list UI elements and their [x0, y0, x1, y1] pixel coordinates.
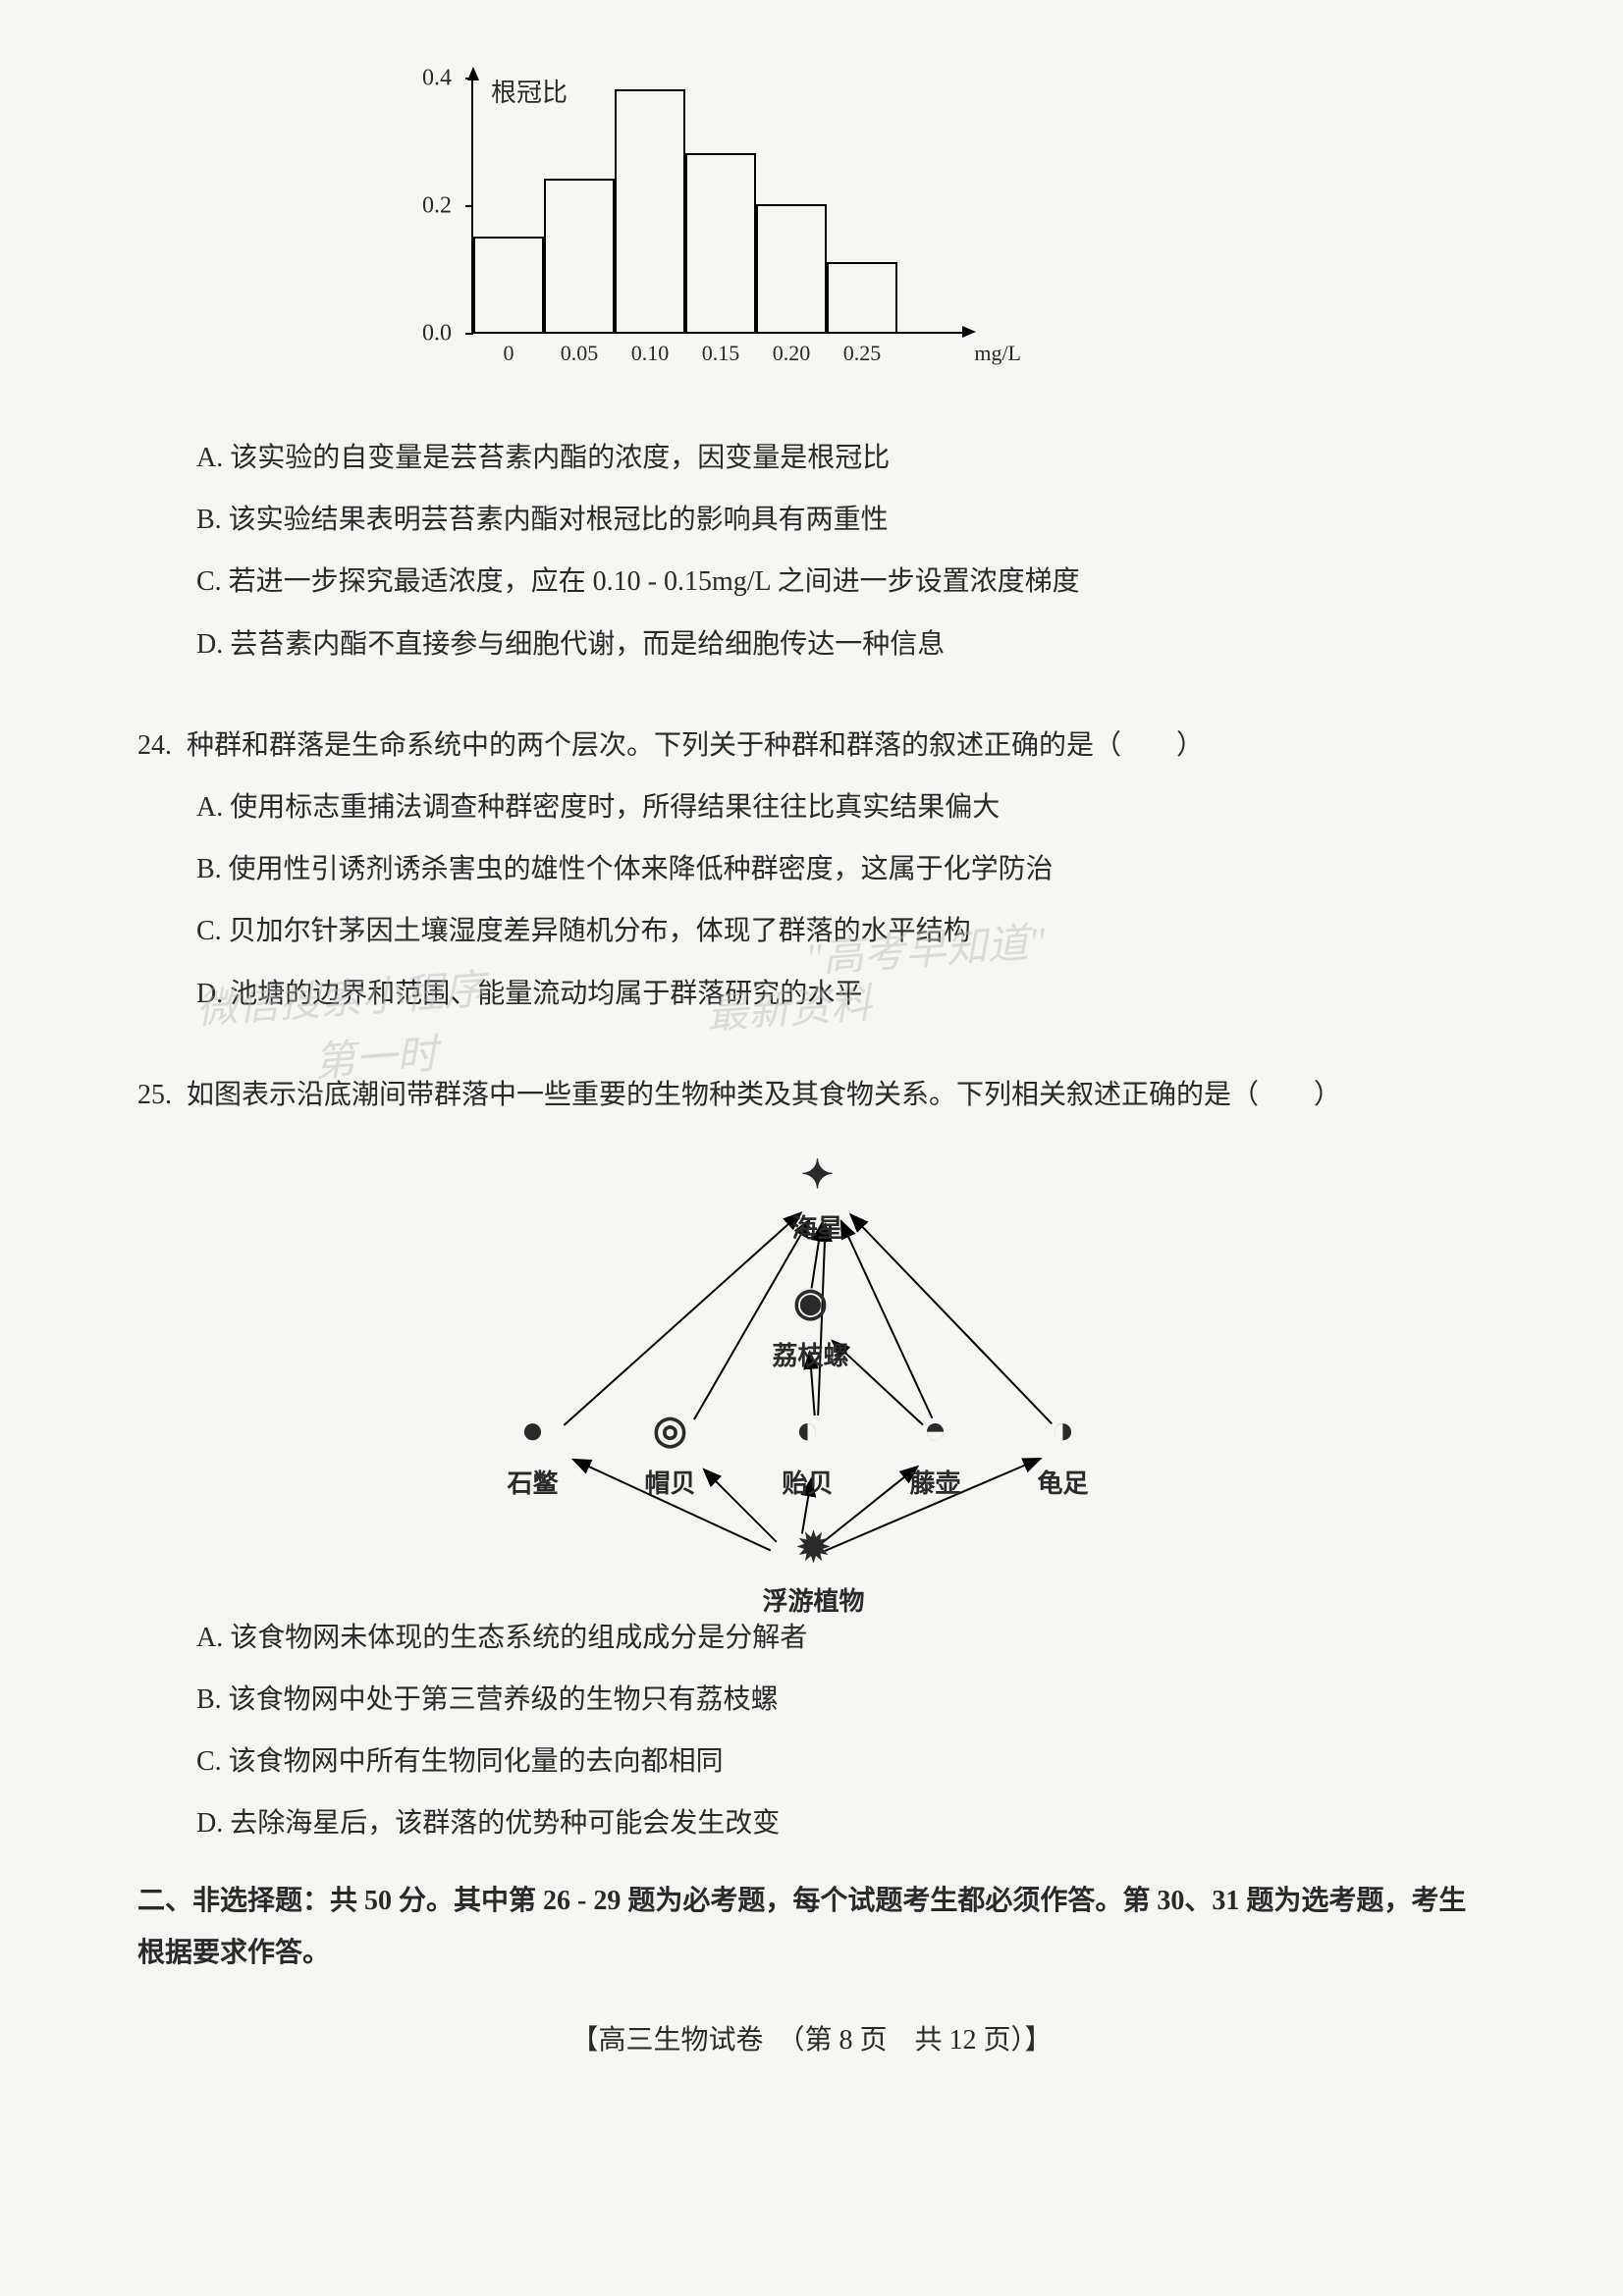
organism-label-fuyou: 浮游植物	[763, 1577, 865, 1626]
q24-num: 24.	[137, 720, 187, 772]
q25-option-d: D. 去除海星后，该群落的优势种可能会发生改变	[137, 1797, 1486, 1849]
chart-x-label-0: 0	[504, 341, 514, 366]
chart-bar-1	[544, 179, 615, 332]
page-footer: 【高三生物试卷 （第 8 页 共 12 页）】	[137, 2018, 1486, 2057]
q25-option-c: C. 该食物网中所有生物同化量的去向都相同	[137, 1735, 1486, 1788]
chart-x-unit: mg/L	[974, 341, 1021, 366]
organism-icon-fuyou: ✹	[789, 1523, 839, 1573]
organism-fuyou: ✹浮游植物	[763, 1523, 865, 1626]
organism-icon-lizhiluo: ◉	[786, 1278, 836, 1327]
section2-header: 二、非选择题：共 50 分。其中第 26 - 29 题为必考题，每个试题考生都必…	[137, 1875, 1486, 1979]
q24-option-d: D. 池塘的边界和范围、能量流动均属于群落研究的水平	[137, 968, 1486, 1020]
food-web-diagram: ✦海星◉荔枝螺●石鳖◎帽贝◐贻贝◓藤壶◑龟足✹浮游植物	[468, 1150, 1156, 1582]
organism-lizhiluo: ◉ 荔枝螺	[773, 1278, 849, 1380]
chart-y-tick-2	[465, 78, 473, 80]
chart-x-label-5: 0.25	[843, 341, 882, 366]
chart-y-tick-0	[465, 333, 473, 335]
edge-guizu-haixing	[850, 1214, 1052, 1423]
x-axis-arrow	[962, 326, 976, 338]
organism-guizu: ◑ 龟足	[1038, 1406, 1089, 1508]
q23-option-c: C. 若进一步探究最适浓度，应在 0.10 - 0.15mg/L 之间进一步设置…	[137, 556, 1486, 608]
chart-x-label-2: 0.10	[631, 341, 670, 366]
chart-y-label-0: 0.0	[422, 321, 452, 347]
chart-bar-5	[827, 262, 897, 333]
q24-option-a: A. 使用标志重捕法调查种群密度时，所得结果往往比真实结果偏大	[137, 781, 1486, 833]
organism-haixing: ✦海星	[792, 1150, 843, 1253]
organism-label-maobei: 帽贝	[645, 1460, 696, 1508]
q23-option-d: D. 芸苔素内酯不直接参与细胞代谢，而是给细胞传达一种信息	[137, 618, 1486, 670]
organism-icon-guizu: ◑	[1039, 1406, 1088, 1455]
chart-x-label-3: 0.15	[702, 341, 740, 366]
organism-maobei: ◎ 帽贝	[645, 1406, 696, 1508]
organism-shibie: ● 石鳖	[508, 1406, 559, 1508]
organism-label-haixing: 海星	[792, 1204, 843, 1253]
q24-option-c: C. 贝加尔针茅因土壤湿度差异随机分布，体现了群落的水平结构	[137, 905, 1486, 957]
q24-text: 种群和群落是生命系统中的两个层次。下列关于种群和群落的叙述正确的是（ ）	[187, 720, 1486, 772]
chart-x-label-4: 0.20	[773, 341, 811, 366]
q23-option-a: A. 该实验的自变量是芸苔素内酯的浓度，因变量是根冠比	[137, 432, 1486, 484]
organism-label-guizu: 龟足	[1038, 1460, 1089, 1508]
chart-y-label-1: 0.2	[422, 193, 452, 220]
organism-icon-yibei: ◐	[784, 1406, 833, 1455]
organism-label-yibei: 贻贝	[783, 1460, 834, 1508]
chart-bar-0	[473, 237, 544, 333]
organism-label-shibie: 石鳖	[508, 1460, 559, 1508]
organism-tenghu: ◓ 藤壶	[910, 1406, 961, 1508]
edge-tenghu-haixing	[840, 1221, 932, 1418]
chart-bar-4	[756, 204, 827, 332]
bar-chart: 根冠比 00.050.100.150.200.25 mg/L 0.00.20.4	[412, 79, 1001, 383]
q24: 24. 种群和群落是生命系统中的两个层次。下列关于种群和群落的叙述正确的是（ ）…	[137, 720, 1486, 1020]
q25: 25. 如图表示沿底潮间带群落中一些重要的生物种类及其食物关系。下列相关叙述正确…	[137, 1069, 1486, 1850]
chart-y-tick-1	[465, 205, 473, 207]
chart-x-label-1: 0.05	[561, 341, 599, 366]
chart-bar-3	[685, 153, 756, 332]
q25-option-b: B. 该食物网中处于第三营养级的生物只有荔枝螺	[137, 1674, 1486, 1726]
q25-num: 25.	[137, 1069, 187, 1121]
organism-yibei: ◐ 贻贝	[783, 1406, 834, 1508]
q24-option-b: B. 使用性引诱剂诱杀害虫的雄性个体来降低种群密度，这属于化学防治	[137, 843, 1486, 895]
organism-icon-tenghu: ◓	[911, 1406, 960, 1455]
q23-option-b: B. 该实验结果表明芸苔素内酯对根冠比的影响具有两重性	[137, 494, 1486, 546]
q23-options: A. 该实验的自变量是芸苔素内酯的浓度，因变量是根冠比 B. 该实验结果表明芸苔…	[137, 432, 1486, 670]
chart-bar-2	[615, 89, 685, 332]
chart-y-label-2: 0.4	[422, 66, 452, 92]
chart-area: 00.050.100.150.200.25 mg/L	[471, 79, 962, 334]
organism-label-tenghu: 藤壶	[910, 1460, 961, 1508]
organism-icon-maobei: ◎	[646, 1406, 695, 1455]
organism-icon-haixing: ✦	[793, 1150, 842, 1200]
q25-text: 如图表示沿底潮间带群落中一些重要的生物种类及其食物关系。下列相关叙述正确的是（ …	[187, 1069, 1486, 1121]
organism-icon-shibie: ●	[509, 1406, 558, 1455]
organism-label-lizhiluo: 荔枝螺	[773, 1332, 849, 1380]
